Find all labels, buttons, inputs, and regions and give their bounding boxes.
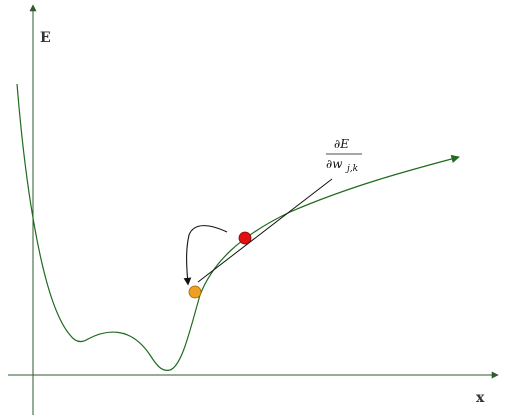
x-axis-label: x [476, 390, 485, 406]
error-curve [16, 83, 460, 371]
descent-step-arrow [183, 225, 228, 286]
gradient-denominator-subscript: j,k [345, 164, 358, 174]
gradient-denominator: ∂w [326, 157, 343, 171]
gradient-label: ∂E ∂w j,k [326, 137, 362, 174]
tangent-line [197, 178, 333, 283]
gradient-numerator: ∂E [334, 137, 349, 151]
current-weight-point [238, 231, 252, 245]
y-axis-label: E [40, 30, 51, 46]
next-weight-point [188, 285, 202, 299]
